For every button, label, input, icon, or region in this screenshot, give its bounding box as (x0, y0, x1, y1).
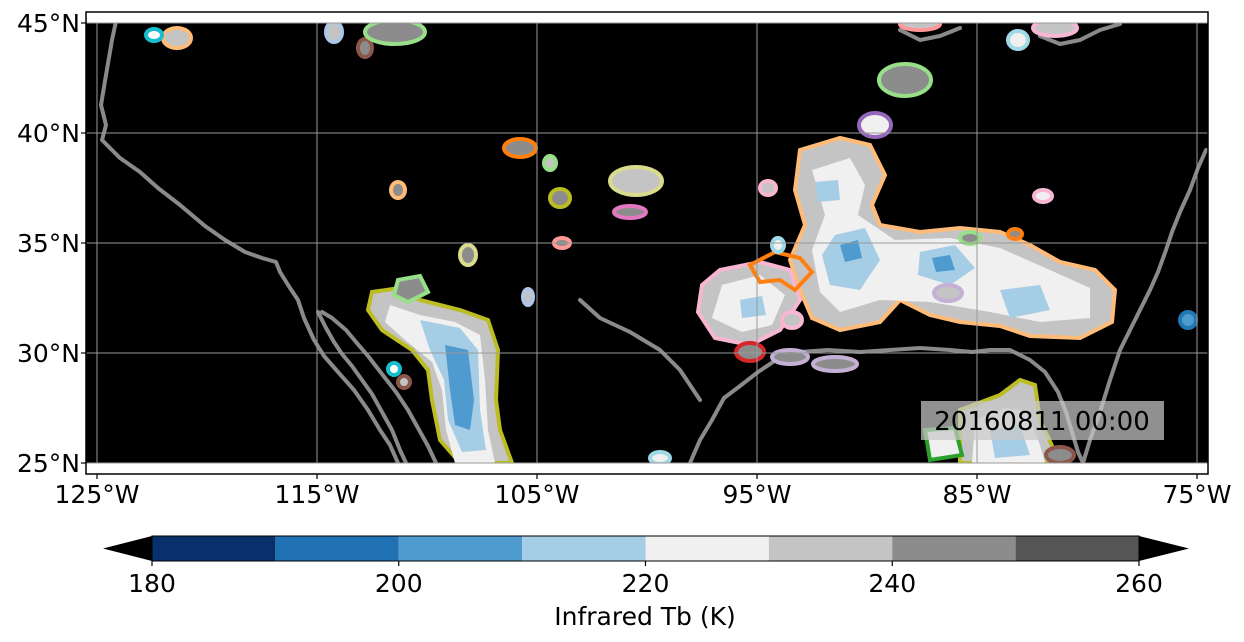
lon-tick-label: 125°W (55, 480, 140, 509)
longitude-tick-labels: 125°W 115°W 105°W 95°W 85°W 75°W (55, 474, 1232, 509)
colorbar: 180 200 220 240 260 (103, 535, 1189, 598)
southeast-mcs (787, 135, 1118, 341)
lat-tick-label: 35°N (17, 229, 80, 258)
colorbar-under-extension (103, 536, 152, 561)
colorbar-bin (275, 536, 399, 561)
lon-tick-label: 75°W (1162, 480, 1231, 509)
map-bottom-strip (86, 463, 1208, 474)
rio-grande-border (578, 298, 702, 402)
lat-tick-label: 30°N (17, 339, 80, 368)
colorbar-bin (1015, 536, 1139, 561)
colorbar-tick-label: 240 (868, 569, 916, 598)
lon-tick-label: 115°W (275, 480, 360, 509)
lat-tick-label: 40°N (17, 119, 80, 148)
gulf-mexico-coast (688, 346, 1085, 463)
colorbar-bin (892, 536, 1016, 561)
lat-tick-label: 45°N (17, 9, 80, 38)
storm-fields (144, 23, 1198, 463)
lon-tick-label: 105°W (495, 480, 580, 509)
colorbar-bin (522, 536, 646, 561)
timestamp-box: 20160811 00:00 (921, 401, 1164, 440)
timestamp-label: 20160811 00:00 (934, 407, 1150, 437)
colorbar-bin (768, 536, 893, 561)
gulf-of-california-coast (320, 310, 438, 463)
colorbar-bin (152, 536, 276, 561)
colorbar-tick-label: 200 (375, 569, 423, 598)
baja-west-coast (316, 310, 408, 463)
lon-tick-label: 85°W (942, 480, 1011, 509)
great-lakes-shore (898, 23, 1122, 46)
small-storm-cells (144, 23, 1198, 463)
colorbar-bin (645, 536, 769, 561)
sonora-cluster (365, 273, 515, 463)
latitude-tick-labels: 45°N 40°N 35°N 30°N 25°N (17, 9, 86, 478)
colorbar-over-extension (1139, 536, 1189, 561)
map-top-strip (86, 12, 1208, 23)
colorbar-tick-label: 220 (622, 569, 670, 598)
pacific-coastline (99, 23, 400, 463)
coastlines (99, 23, 1208, 463)
lat-tick-label: 25°N (17, 449, 80, 478)
gridlines (86, 22, 1208, 464)
colorbar-tick-label: 260 (1115, 569, 1163, 598)
lon-tick-label: 95°W (722, 480, 791, 509)
colorbar-bin (398, 536, 523, 561)
colorbar-label: Infrared Tb (K) (554, 602, 736, 631)
colorbar-tick-label: 180 (128, 569, 176, 598)
